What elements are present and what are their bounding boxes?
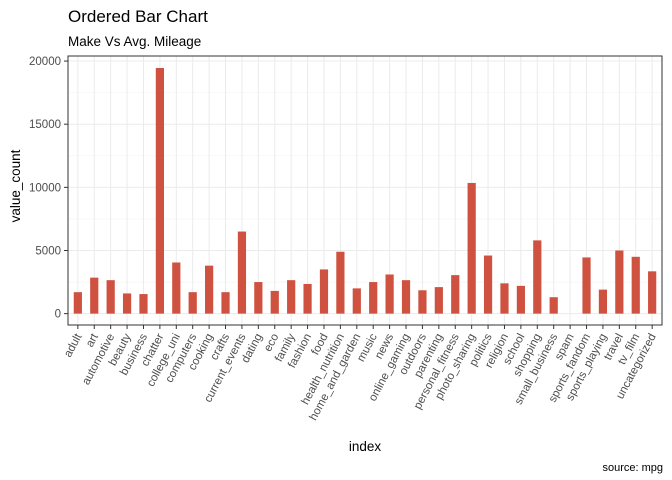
bar-chatter <box>155 67 164 314</box>
y-tick-label: 15000 <box>29 119 61 131</box>
x-tick-label: art <box>84 331 101 349</box>
bar-beauty <box>122 293 132 314</box>
bar-online_gaming <box>401 280 411 314</box>
bar-fashion <box>303 283 312 314</box>
bar-home_and_garden <box>352 288 361 314</box>
bar-sports_playing <box>598 289 608 314</box>
bar-photo_sharing <box>467 182 476 314</box>
bar-small_business <box>549 297 558 314</box>
chart-caption: source: mpg <box>602 462 663 474</box>
bar-music <box>369 282 378 314</box>
bar-outdoors <box>418 290 427 314</box>
bar-current_events <box>237 231 247 314</box>
bar-tv_film <box>631 256 640 314</box>
bar-personal_fitness <box>451 275 460 314</box>
chart-title: Ordered Bar Chart <box>68 7 208 26</box>
chart-subtitle: Make Vs Avg. Mileage <box>68 34 201 49</box>
y-tick-label: 0 <box>55 309 61 321</box>
bar-shopping <box>533 240 542 314</box>
bar-travel <box>615 250 624 314</box>
y-axis-title: value_count <box>8 149 23 222</box>
y-tick-label: 10000 <box>29 182 61 194</box>
bar-eco <box>270 290 279 314</box>
bar-food <box>319 269 329 314</box>
bar-automotive <box>106 280 115 314</box>
y-tick-label: 5000 <box>35 245 61 257</box>
bar-news <box>385 274 394 314</box>
bar-politics <box>483 255 493 314</box>
bar-parenting <box>434 287 443 314</box>
bar-cooking <box>205 265 214 314</box>
bar-business <box>139 294 148 314</box>
bar-college_uni <box>172 262 181 314</box>
x-axis-title: index <box>349 439 382 454</box>
y-tick-label: 20000 <box>29 56 61 68</box>
bar-adult <box>73 292 82 314</box>
bar-dating <box>254 282 263 314</box>
bar-art <box>90 277 99 314</box>
bar-school <box>516 285 525 314</box>
x-tick-label: adult <box>62 331 85 359</box>
bar-health_nutrition <box>336 251 345 314</box>
bar-sports_fandom <box>582 257 591 314</box>
bar-family <box>287 280 296 314</box>
bars <box>73 67 657 314</box>
bar-religion <box>500 283 509 314</box>
bar-uncategorized <box>648 271 657 314</box>
bar-crafts <box>221 292 230 314</box>
bar-computers <box>188 292 197 314</box>
panel-border <box>67 55 663 326</box>
